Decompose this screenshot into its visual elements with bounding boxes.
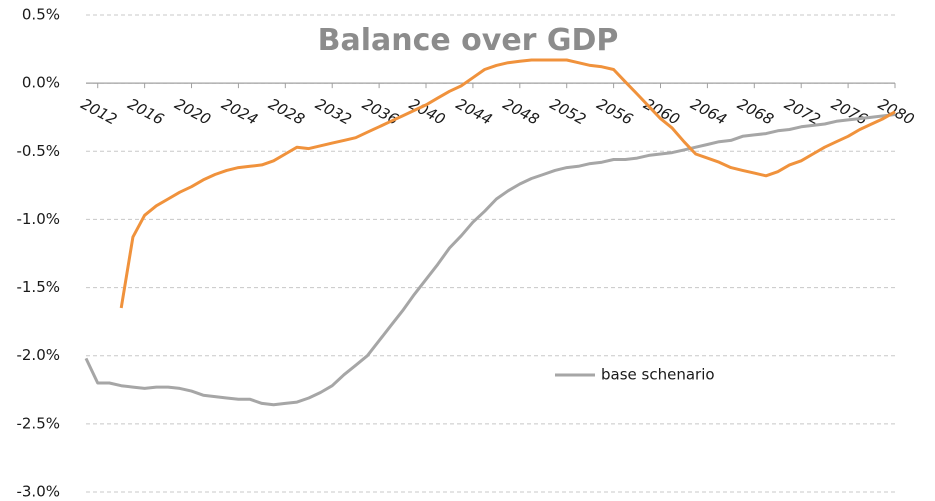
series-line (119, 58, 896, 309)
y-tick-label: 0.5% (22, 6, 60, 24)
y-tick-label: -1.0% (16, 210, 60, 228)
legend-label: base schenario (601, 366, 715, 384)
y-tick-label: -0.5% (16, 142, 60, 160)
y-tick-label: -2.5% (16, 414, 60, 432)
chart-title: Balance over GDP (318, 23, 619, 58)
y-tick-label: -3.0% (16, 483, 60, 501)
plot-area (86, 15, 895, 492)
y-tick-label: -1.5% (16, 278, 60, 296)
series-line (84, 113, 896, 407)
y-tick-label: -2.0% (16, 346, 60, 364)
y-tick-label: 0.0% (22, 74, 60, 92)
